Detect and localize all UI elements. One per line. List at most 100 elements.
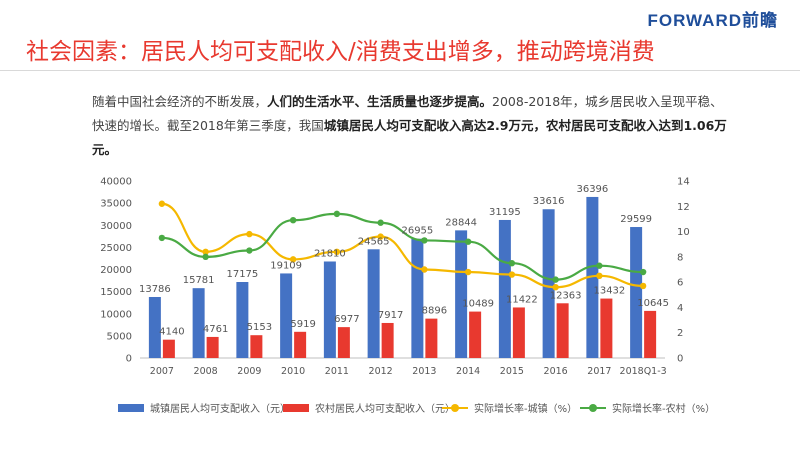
rural-rate-point — [464, 238, 472, 245]
bar-rural-income — [425, 318, 438, 358]
urban-rate-point — [246, 230, 253, 238]
legend-urban-income: 城镇居民人均可支配收入（元） — [118, 400, 290, 415]
urban-rate-point — [377, 233, 384, 240]
bar-urban-value-label: 21810 — [314, 248, 346, 259]
urban-rate-point — [421, 266, 428, 273]
rural-rate-point — [289, 216, 297, 224]
income-chart: 0 5000 10000 15000 20000 25000 30000 35000 40000… — [100, 177, 690, 378]
bar-urban-income — [586, 196, 599, 358]
intro-text-2: 2008-2018年，城乡居民收入呈现平稳、快速的增长。截至2018年第三季度，… — [92, 94, 723, 133]
legend-urban-rate: 实际增长率-城镇（%） — [442, 400, 577, 415]
rural-rate-point — [246, 247, 253, 254]
bar-rural-value-label: 5919 — [290, 319, 315, 330]
urban-rate-point — [464, 268, 472, 276]
rural-rate-point — [333, 210, 341, 218]
bar-urban-value-label: 26955 — [401, 226, 433, 237]
y-right-tick-label: 10 — [677, 227, 690, 238]
y-left-tick-label: 35000 — [100, 199, 132, 210]
bar-urban-value-label: 36396 — [576, 184, 608, 195]
y-left-tick-label: 0 — [126, 354, 132, 365]
bar-rural-value-label: 7917 — [378, 310, 403, 321]
rural-rate-point — [508, 259, 516, 267]
y-left-tick-label: 15000 — [100, 287, 132, 298]
x-tick-label: 2008 — [194, 366, 218, 377]
bar-rural-income — [469, 311, 482, 358]
bar-urban-income — [367, 249, 380, 358]
bar-rural-income — [294, 331, 307, 358]
bar-rural-income — [162, 339, 175, 358]
legend-swatch-rural-rate — [580, 403, 606, 412]
bar-rural-income — [337, 327, 350, 358]
bar-urban-value-label: 19109 — [270, 260, 302, 271]
y-right-tick-label: 2 — [677, 328, 683, 339]
x-tick-label: 2012 — [369, 366, 393, 377]
intro-bold-3: 农村居民可支配收入达到1.06万元。 — [92, 118, 727, 157]
x-tick-label: 2018Q1-3 — [620, 366, 667, 377]
bar-urban-value-label: 15781 — [183, 275, 215, 286]
bar-rural-value-label: 12363 — [550, 290, 582, 301]
rural-rate-point — [596, 262, 603, 269]
legend-swatch-urban-rate — [442, 403, 468, 412]
y-right-tick-label: 4 — [677, 303, 683, 314]
legend-swatch-urban — [118, 403, 144, 412]
bar-urban-value-label: 28844 — [445, 217, 477, 228]
y-left-tick-label: 5000 — [107, 331, 132, 342]
y-left-tick-label: 10000 — [100, 309, 132, 320]
bar-urban-value-label: 17175 — [226, 269, 258, 280]
x-tick-label: 2017 — [587, 366, 611, 377]
bar-rural-value-label: 6977 — [334, 314, 359, 325]
urban-rate-point — [508, 271, 516, 278]
urban-rate-point — [289, 256, 297, 263]
bar-rural-value-label: 4761 — [203, 324, 228, 335]
intro-bold-2: 城镇居民人均可支配收入高达2.9万元， — [323, 118, 546, 133]
rural-rate-point — [202, 253, 209, 261]
x-tick-label: 2014 — [456, 366, 480, 377]
bar-rural-income — [556, 303, 569, 358]
bar-urban-income — [192, 288, 205, 358]
y-left-tick-label: 40000 — [100, 177, 132, 188]
y-left-tick-label: 30000 — [100, 221, 132, 232]
intro-bold-1: 人们的生活水平、生活质量也逐步提高。 — [267, 94, 493, 109]
bar-rural-income — [381, 322, 394, 358]
x-tick-label: 2007 — [150, 366, 174, 377]
legend-label-urban-rate: 实际增长率-城镇（%） — [474, 404, 578, 415]
x-tick-label: 2011 — [325, 366, 349, 377]
legend-rural-income: 农村居民人均可支配收入（元） — [283, 400, 455, 415]
x-tick-label: 2015 — [500, 366, 524, 377]
x-tick-label: 2009 — [237, 366, 261, 377]
bar-urban-income — [280, 273, 293, 358]
rural-rate-point — [377, 219, 384, 226]
bar-urban-income — [148, 296, 161, 358]
bar-urban-value-label: 33616 — [533, 196, 565, 207]
bar-urban-value-label: 13786 — [139, 284, 171, 295]
bar-urban-income — [455, 230, 468, 358]
intro-text-1: 随着中国社会经济的不断发展， — [92, 94, 268, 109]
y-right-tick-label: 14 — [677, 177, 690, 188]
bar-urban-income — [542, 209, 555, 358]
y-right-tick-label: 8 — [677, 252, 683, 263]
x-tick-label: 2010 — [281, 366, 305, 377]
legend-label-rural-rate: 实际增长率-农村（%） — [612, 404, 716, 415]
rural-rate-point — [158, 234, 166, 242]
urban-rate-point — [552, 284, 559, 291]
y-left-tick-label: 20000 — [100, 265, 132, 276]
y-right-tick-label: 0 — [677, 354, 683, 365]
bar-urban-income — [411, 238, 424, 358]
x-tick-label: 2013 — [412, 366, 436, 377]
bar-rural-income — [206, 336, 219, 358]
bar-urban-value-label: 29599 — [620, 214, 652, 225]
urban-rate-point — [333, 248, 341, 255]
y-right-tick-label: 12 — [677, 202, 690, 213]
brand-logo: FORWARD前瞻 — [647, 11, 778, 30]
title-divider — [0, 70, 800, 71]
bar-urban-income — [630, 227, 643, 358]
page-title: 社会因素：居民人均可支配收入/消费支出增多，推动跨境消费 — [26, 39, 655, 65]
intro-paragraph: 随着中国社会经济的不断发展，人们的生活水平、生活质量也逐步提高。2008-201… — [92, 90, 732, 162]
legend-rural-rate: 实际增长率-农村（%） — [580, 400, 715, 415]
bar-rural-value-label: 4140 — [159, 327, 184, 338]
urban-rate-point — [202, 248, 209, 255]
x-tick-label: 2016 — [544, 366, 568, 377]
bar-rural-value-label: 8896 — [422, 306, 447, 317]
rural-rate-point — [421, 237, 428, 244]
y-left-tick-label: 25000 — [100, 243, 132, 254]
